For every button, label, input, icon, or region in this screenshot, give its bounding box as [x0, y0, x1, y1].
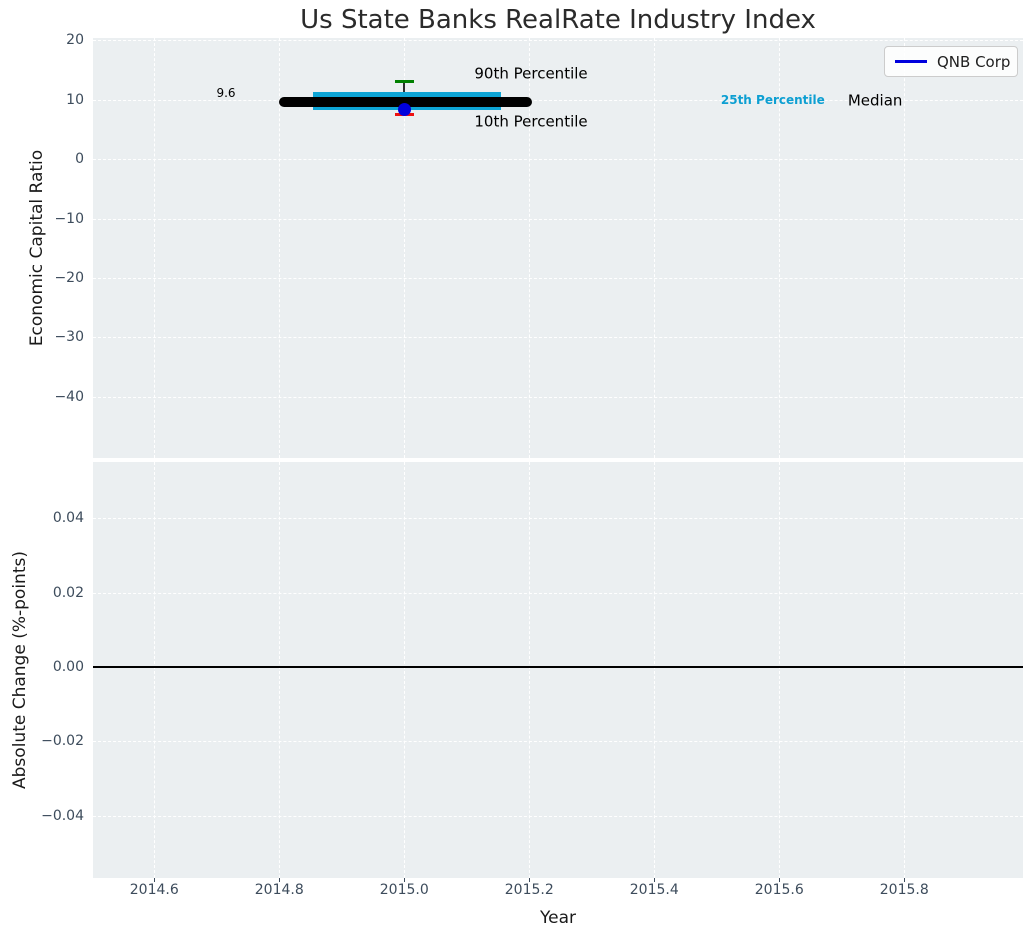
- gridline-horizontal: [93, 40, 1023, 42]
- bottom-y-axis-label: Absolute Change (%-points): [10, 551, 30, 789]
- x-tick-mark: [529, 878, 531, 882]
- gridline-vertical: [404, 462, 406, 878]
- x-tick-label: 2015.6: [754, 882, 804, 898]
- x-tick-label: 2015.8: [879, 882, 929, 898]
- gridline-horizontal: [93, 218, 1023, 220]
- x-tick-mark: [904, 878, 906, 882]
- bottom-plot-area: [93, 462, 1023, 878]
- bottom-y-tick-label: −0.02: [41, 733, 84, 750]
- top-y-tick-label: 10: [66, 91, 84, 108]
- x-tick-label: 2015.2: [504, 882, 554, 898]
- gridline-vertical: [154, 38, 156, 458]
- bottom-y-tick-label: 0.02: [52, 584, 84, 601]
- x-tick-label: 2014.8: [254, 882, 304, 898]
- top-plot-area: 90th Percentile 10th Percentile 25th Perce…: [93, 38, 1023, 458]
- gridline-horizontal: [93, 337, 1023, 339]
- top-y-tick-label: 20: [66, 32, 84, 49]
- gridline-vertical: [529, 462, 531, 878]
- top-y-axis-label: Economic Capital Ratio: [27, 149, 47, 347]
- p90-cap: [394, 79, 414, 83]
- gridline-vertical: [154, 462, 156, 878]
- gridline-vertical: [654, 462, 656, 878]
- gridline-horizontal: [93, 278, 1023, 279]
- gridline-horizontal: [93, 99, 1023, 101]
- legend-box: QNB Corp: [884, 46, 1018, 77]
- top-y-tick-label: −40: [54, 388, 84, 405]
- top-y-tick-label: −10: [54, 210, 84, 227]
- chart-title: Us State Banks RealRate Industry Index: [300, 5, 816, 35]
- x-tick-mark: [779, 878, 781, 882]
- x-tick-label: 2015.0: [379, 882, 429, 898]
- x-axis-label: Year: [540, 908, 576, 928]
- legend-line-sample: [895, 60, 927, 63]
- gridline-vertical: [654, 38, 656, 458]
- gridline-horizontal: [93, 592, 1023, 594]
- x-tick-label: 2014.6: [129, 882, 179, 898]
- x-tick-mark: [279, 878, 281, 882]
- x-tick-label: 2015.4: [629, 882, 679, 898]
- x-tick-mark: [654, 878, 656, 882]
- gridline-vertical: [279, 38, 281, 458]
- annotation-90th-percentile: 90th Percentile: [474, 64, 588, 83]
- bottom-y-tick-label: 0.04: [52, 510, 84, 527]
- gridline-vertical: [404, 38, 406, 458]
- zero-line: [93, 666, 1023, 669]
- bottom-y-tick-label: 0.00: [52, 659, 84, 676]
- gridline-vertical: [529, 38, 531, 458]
- gridline-horizontal: [93, 159, 1023, 161]
- gridline-vertical: [779, 38, 781, 458]
- annotation-25th-percentile: 25th Percentile: [720, 93, 825, 108]
- top-y-tick-label: −30: [54, 329, 84, 346]
- median-line: [279, 97, 533, 108]
- gridline-vertical: [904, 462, 906, 878]
- x-tick-mark: [154, 878, 156, 882]
- gridline-vertical: [904, 38, 906, 458]
- annotation-9-6: 9.6: [216, 86, 236, 101]
- bottom-y-tick-label: −0.04: [41, 807, 84, 824]
- top-y-tick-label: 0: [75, 151, 84, 168]
- gridline-horizontal: [93, 396, 1023, 398]
- gridline-horizontal: [93, 741, 1023, 743]
- qnb-corp-marker: [397, 103, 411, 117]
- legend-label: QNB Corp: [937, 52, 1011, 71]
- gridline-horizontal: [93, 518, 1023, 520]
- annotation-10th-percentile: 10th Percentile: [474, 112, 588, 131]
- x-tick-mark: [404, 878, 406, 882]
- gridline-vertical: [779, 462, 781, 878]
- gridline-horizontal: [93, 815, 1023, 817]
- annotation-median: Median: [847, 91, 903, 110]
- gridline-vertical: [279, 462, 281, 878]
- top-y-tick-label: −20: [54, 270, 84, 286]
